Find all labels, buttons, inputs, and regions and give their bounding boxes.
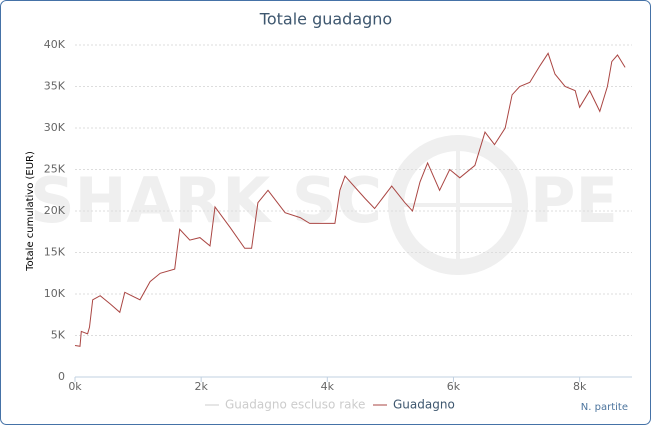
- y-tick-label: 10K: [44, 287, 66, 300]
- x-tick-label: 6k: [447, 380, 461, 393]
- x-tick-label: 8k: [573, 380, 587, 393]
- x-tick-label: 2k: [194, 380, 208, 393]
- series-line: [74, 52, 626, 347]
- x-axis-title: N. partite: [581, 402, 628, 413]
- y-tick-label: 25K: [44, 163, 66, 176]
- y-tick-label: 40K: [44, 38, 66, 51]
- y-tick-label: 35K: [44, 80, 66, 93]
- legend-label: Guadagno: [393, 398, 455, 412]
- x-tick-label: 4k: [321, 380, 335, 393]
- watermark-text: PE: [530, 164, 618, 237]
- legend-label: Guadagno escluso rake: [225, 398, 365, 412]
- y-tick-label: 0: [58, 370, 65, 383]
- y-axis-title: Totale cumulativo (EUR): [25, 151, 36, 272]
- x-tick-label: 0k: [68, 380, 82, 393]
- y-tick-label: 30K: [44, 121, 66, 134]
- y-tick-label: 5K: [51, 329, 66, 342]
- watermark-text: SHARK SC: [30, 164, 382, 237]
- y-tick-label: 15K: [44, 246, 66, 259]
- y-tick-label: 20K: [44, 204, 66, 217]
- chart-title: Totale guadagno: [259, 10, 392, 29]
- watermark: SHARK SC PE: [30, 135, 618, 275]
